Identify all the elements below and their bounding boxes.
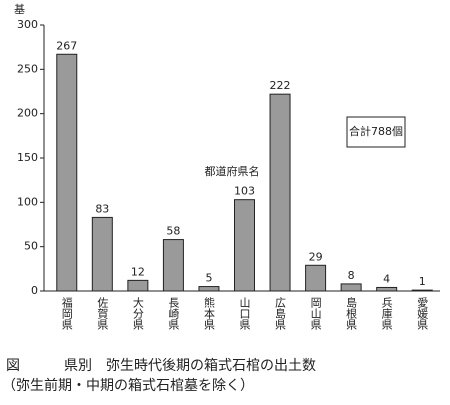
bar [198, 286, 220, 292]
x-tick-label: 熊本県 [202, 296, 215, 331]
y-tick-label: 50 [24, 240, 38, 253]
annotation: 合計788個 [349, 124, 403, 138]
x-tick-label: 広島県 [274, 297, 287, 331]
bar [411, 289, 433, 292]
value-label: 5 [205, 272, 212, 285]
value-label: 267 [56, 39, 77, 52]
y-tick-label: 0 [31, 284, 38, 297]
x-tick-label: 兵庫県 [380, 297, 393, 331]
bar [305, 264, 327, 292]
caption-note: （弥生前期・中期の箱式石棺墓を除く） [2, 377, 254, 394]
value-label: 58 [166, 225, 180, 238]
bar [91, 216, 113, 292]
y-tick-label: 300 [17, 18, 38, 31]
bar [234, 199, 255, 292]
x-tick-label: 佐賀県 [96, 296, 109, 331]
value-label: 83 [95, 202, 109, 215]
x-axis-label: 都道府県名 [205, 164, 260, 178]
caption: 県別 弥生時代後期の箱式石棺の出土数 [64, 357, 316, 374]
value-label: 29 [309, 250, 323, 263]
x-tick-label: 大分県 [131, 296, 144, 331]
bar [269, 93, 291, 292]
bar [56, 53, 78, 292]
x-tick-label: 島根県 [345, 296, 358, 331]
bar [376, 286, 398, 292]
value-label: 222 [270, 79, 291, 92]
y-tick-label: 150 [17, 151, 38, 164]
value-label: 8 [348, 269, 355, 282]
figure-label: 図 [6, 358, 20, 374]
y-tick-label: 200 [17, 107, 38, 120]
y-tick-label: 100 [17, 195, 38, 208]
x-tick-label: 岡山県 [309, 297, 322, 331]
y-tick-label: 250 [17, 62, 38, 75]
bar [340, 283, 362, 292]
value-label: 4 [383, 272, 390, 285]
x-tick-label: 長崎県 [167, 297, 180, 331]
x-tick-label: 福岡県 [60, 296, 73, 331]
value-label: 103 [234, 185, 255, 198]
bar [127, 279, 149, 292]
value-label: 1 [419, 275, 426, 288]
value-label: 12 [131, 265, 145, 278]
bar [162, 239, 184, 292]
annotation-box [346, 116, 406, 148]
x-tick-label: 山口県 [238, 297, 251, 331]
x-tick-label: 愛媛県 [416, 297, 429, 331]
y-axis-label: 基 [14, 3, 25, 16]
